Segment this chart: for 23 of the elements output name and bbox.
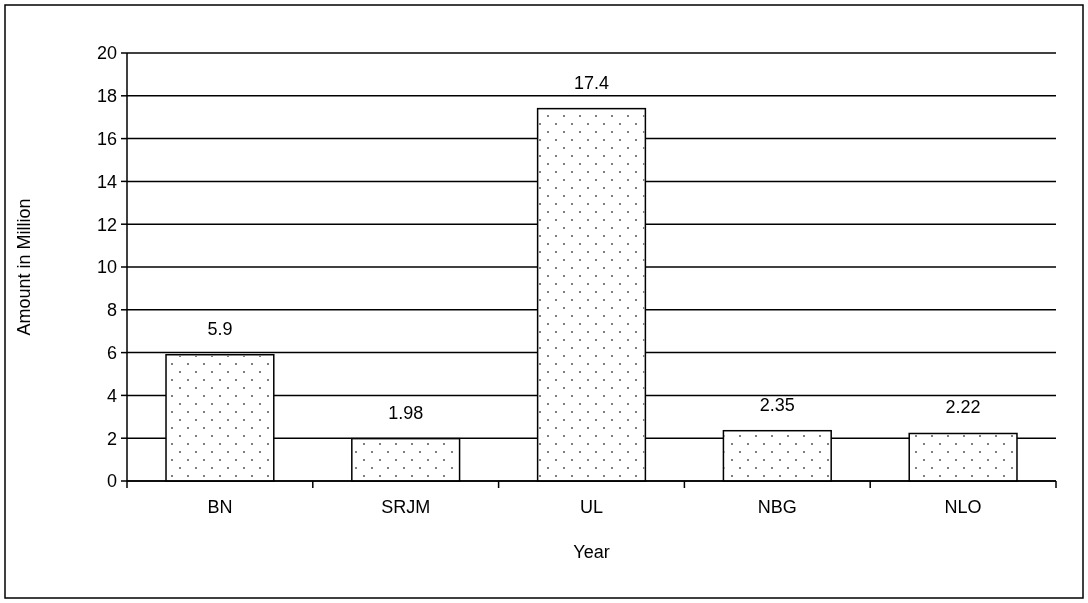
y-tick-label: 12	[96, 214, 117, 235]
y-tick-label: 20	[96, 43, 117, 64]
data-label: 2.35	[759, 394, 795, 415]
y-tick-label: 16	[96, 128, 117, 149]
y-tick-label: 6	[106, 342, 117, 363]
y-tick-label: 4	[106, 385, 117, 406]
y-tick-label: 18	[96, 86, 117, 107]
y-axis-title: Amount in Million	[14, 198, 34, 336]
y-tick-label: 2	[106, 428, 117, 449]
data-label: 2.22	[945, 397, 981, 418]
data-label: 5.9	[207, 318, 233, 339]
data-label: 1.98	[388, 402, 424, 423]
x-tick-label: SRJM	[381, 497, 431, 517]
y-tick-label: 8	[106, 300, 117, 321]
data-label: 17.4	[573, 72, 610, 93]
x-tick-label: NLO	[944, 497, 982, 517]
x-tick-label: UL	[579, 497, 604, 517]
y-tick-label: 0	[106, 471, 117, 492]
x-axis-title: Year	[573, 542, 610, 562]
x-tick-label: BN	[207, 497, 233, 517]
y-tick-label: 14	[96, 171, 117, 192]
y-tick-label: 10	[96, 257, 117, 278]
x-tick-label: NBG	[757, 497, 797, 517]
